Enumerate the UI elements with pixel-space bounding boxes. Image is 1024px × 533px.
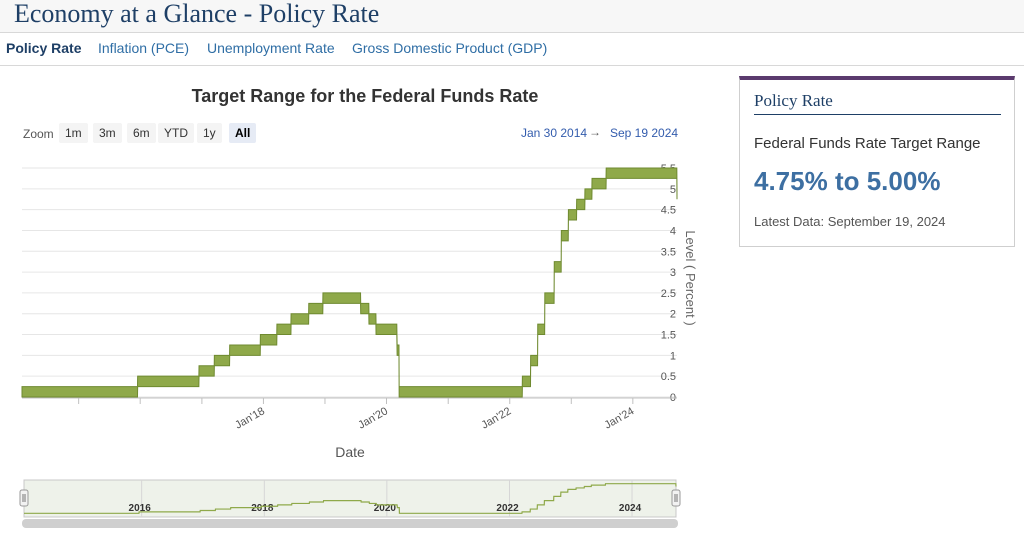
y-tick-label: 5	[670, 184, 676, 196]
navigator-window	[23, 479, 677, 518]
range-arrow: →	[589, 125, 601, 139]
x-axis: Jan'18 Jan'20 Jan'22 Jan'24	[22, 397, 677, 432]
plot-area	[21, 167, 678, 398]
policy-rate-panel: Policy Rate Federal Funds Rate Target Ra…	[739, 76, 1015, 247]
zoom-6m-button[interactable]: 6m	[127, 123, 156, 143]
navigator-series-0	[24, 483, 677, 514]
zoom-all-button[interactable]: All	[229, 123, 257, 143]
tab-bar: Policy Rate Inflation (PCE) Unemployment…	[0, 33, 1024, 66]
x-tick-label: Jan'20	[356, 405, 390, 431]
range-to-date[interactable]: Sep 19 2024	[610, 126, 679, 140]
navigator-left-handle[interactable]	[19, 489, 29, 507]
y-tick-label: 1	[670, 350, 676, 362]
navigator-tick-label: 2016	[129, 503, 152, 514]
panel-divider	[754, 114, 1001, 115]
zoom-1m-button[interactable]: 1m	[59, 123, 88, 143]
navigator: 2016 2018 2020 2022 2024	[19, 479, 681, 528]
navigator-scrollbar[interactable]	[22, 519, 678, 528]
y-tick-label: 4.5	[661, 205, 676, 217]
y-tick-label: 2	[670, 309, 676, 321]
series-band-0	[21, 167, 678, 398]
y-tick-label: 2.5	[661, 288, 676, 300]
navigator-tick-label: 2022	[496, 503, 519, 514]
panel-label: Federal Funds Rate Target Range	[754, 135, 981, 152]
y-tick-label: 4	[670, 225, 676, 237]
tab-gdp[interactable]: Gross Domestic Product (GDP)	[352, 40, 548, 56]
y-tick-label: 1.5	[661, 330, 676, 342]
x-axis-label: Date	[335, 444, 365, 460]
tab-unemployment-rate[interactable]: Unemployment Rate	[207, 40, 335, 56]
zoom-1y-button[interactable]: 1y	[197, 123, 222, 143]
y-tick-label: 0.5	[661, 371, 676, 383]
y-tick-label: 3.5	[661, 246, 676, 258]
y-axis-label: Level ( Percent )	[683, 230, 698, 325]
navigator-tick-label: 2020	[374, 503, 397, 514]
title-bar: Economy at a Glance - Policy Rate	[0, 0, 1024, 33]
range-from-date[interactable]: Jan 30 2014	[521, 126, 588, 140]
navigator-tick-label: 2018	[251, 503, 274, 514]
tab-policy-rate[interactable]: Policy Rate	[6, 40, 82, 56]
zoom-ytd-button[interactable]: YTD	[158, 123, 194, 143]
panel-latest-data: Latest Data: September 19, 2024	[754, 214, 946, 229]
y-tick-labels: 00.511.522.533.544.555.5	[661, 163, 676, 404]
x-tick-label: Jan'24	[603, 405, 637, 431]
page-title: Economy at a Glance - Policy Rate	[14, 0, 380, 28]
chart-title: Target Range for the Federal Funds Rate	[191, 86, 539, 106]
y-tick-label: 3	[670, 267, 676, 279]
x-tick-label: Jan'22	[479, 405, 513, 431]
navigator-right-handle[interactable]	[671, 489, 681, 507]
panel-title: Policy Rate	[754, 91, 833, 110]
panel-value: 4.75% to 5.00%	[754, 166, 941, 196]
zoom-3m-button[interactable]: 3m	[93, 123, 122, 143]
navigator-tick-label: 2024	[619, 503, 642, 514]
x-tick-label: Jan'18	[233, 405, 267, 431]
zoom-label: Zoom	[23, 127, 54, 141]
tab-inflation-pce[interactable]: Inflation (PCE)	[98, 40, 190, 56]
